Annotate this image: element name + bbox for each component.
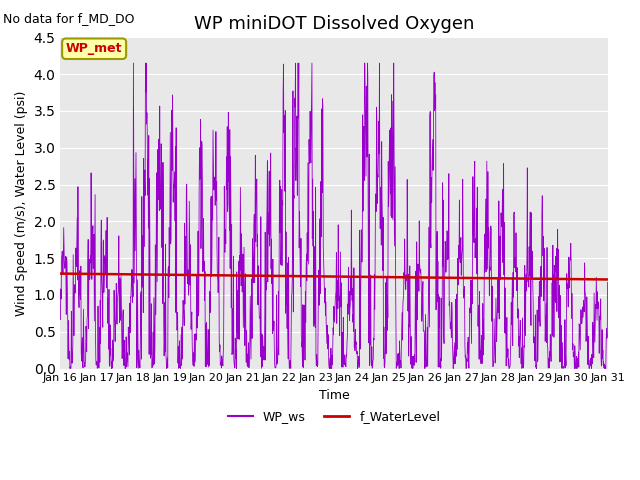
X-axis label: Time: Time — [319, 389, 349, 402]
Title: WP miniDOT Dissolved Oxygen: WP miniDOT Dissolved Oxygen — [194, 15, 474, 33]
Text: No data for f_MD_DO: No data for f_MD_DO — [3, 12, 134, 25]
Text: WP_met: WP_met — [66, 42, 122, 55]
Y-axis label: Wind Speed (m/s), Water Level (psi): Wind Speed (m/s), Water Level (psi) — [15, 90, 28, 316]
Legend: WP_ws, f_WaterLevel: WP_ws, f_WaterLevel — [223, 406, 445, 429]
